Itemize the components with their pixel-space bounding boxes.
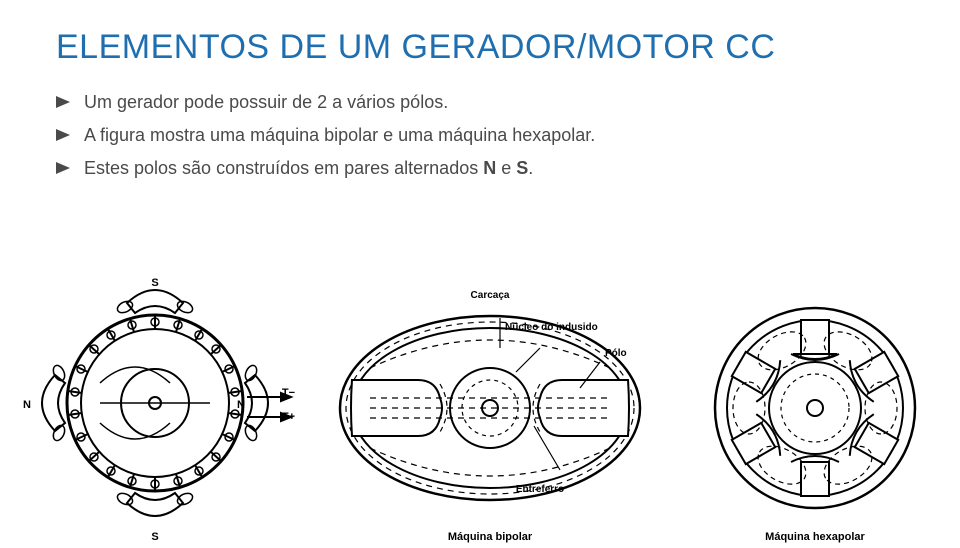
bullet-item: Um gerador pode possuir de 2 a vários pó… xyxy=(56,89,904,116)
label-carcaca: Carcaça xyxy=(471,290,510,301)
label-polo: Pólo xyxy=(605,348,627,359)
rotor-svg: S S N N T− T+ xyxy=(15,268,295,548)
caption-bipolar: Máquina bipolar xyxy=(448,531,533,543)
bullet-item: Estes polos são construídos em pares alt… xyxy=(56,155,904,182)
label-s-bottom: S xyxy=(151,531,158,543)
bullet-text: Um gerador pode possuir de 2 a vários pó… xyxy=(84,92,448,112)
bipolar-svg: Carcaça Núcleo do indusido Pólo Entrefer… xyxy=(305,268,675,548)
page-title: ELEMENTOS DE UM GERADOR/MOTOR CC xyxy=(56,28,904,67)
bullet-bold: S xyxy=(516,158,528,178)
bullet-item: A figura mostra uma máquina bipolar e um… xyxy=(56,122,904,149)
figure-hexapolar: Máquina hexapolar xyxy=(685,288,945,548)
figure-bipolar: Carcaça Núcleo do indusido Pólo Entrefer… xyxy=(305,268,675,548)
bullet-text: . xyxy=(528,158,533,178)
bullet-list: Um gerador pode possuir de 2 a vários pó… xyxy=(56,89,904,182)
slide: ELEMENTOS DE UM GERADOR/MOTOR CC Um gera… xyxy=(0,0,960,548)
hexapolar-svg: Máquina hexapolar xyxy=(685,288,945,548)
label-s-top: S xyxy=(151,277,158,289)
bullet-bold: N xyxy=(483,158,496,178)
figure-rotor-nspoles: S S N N T− T+ xyxy=(15,268,295,548)
label-n-right: N xyxy=(237,399,245,411)
figures-row: S S N N T− T+ xyxy=(0,258,960,548)
caption-hexapolar: Máquina hexapolar xyxy=(765,531,865,543)
bullet-text: Estes polos são construídos em pares alt… xyxy=(84,158,483,178)
label-t-minus: T− xyxy=(282,387,295,399)
label-entreferro: Entreferro xyxy=(516,484,564,495)
bullet-text: e xyxy=(496,158,516,178)
bullet-text: A figura mostra uma máquina bipolar e um… xyxy=(84,125,595,145)
label-t-plus: T+ xyxy=(282,411,295,423)
label-n-left: N xyxy=(23,399,31,411)
label-nucleo: Núcleo do indusido xyxy=(505,322,598,333)
